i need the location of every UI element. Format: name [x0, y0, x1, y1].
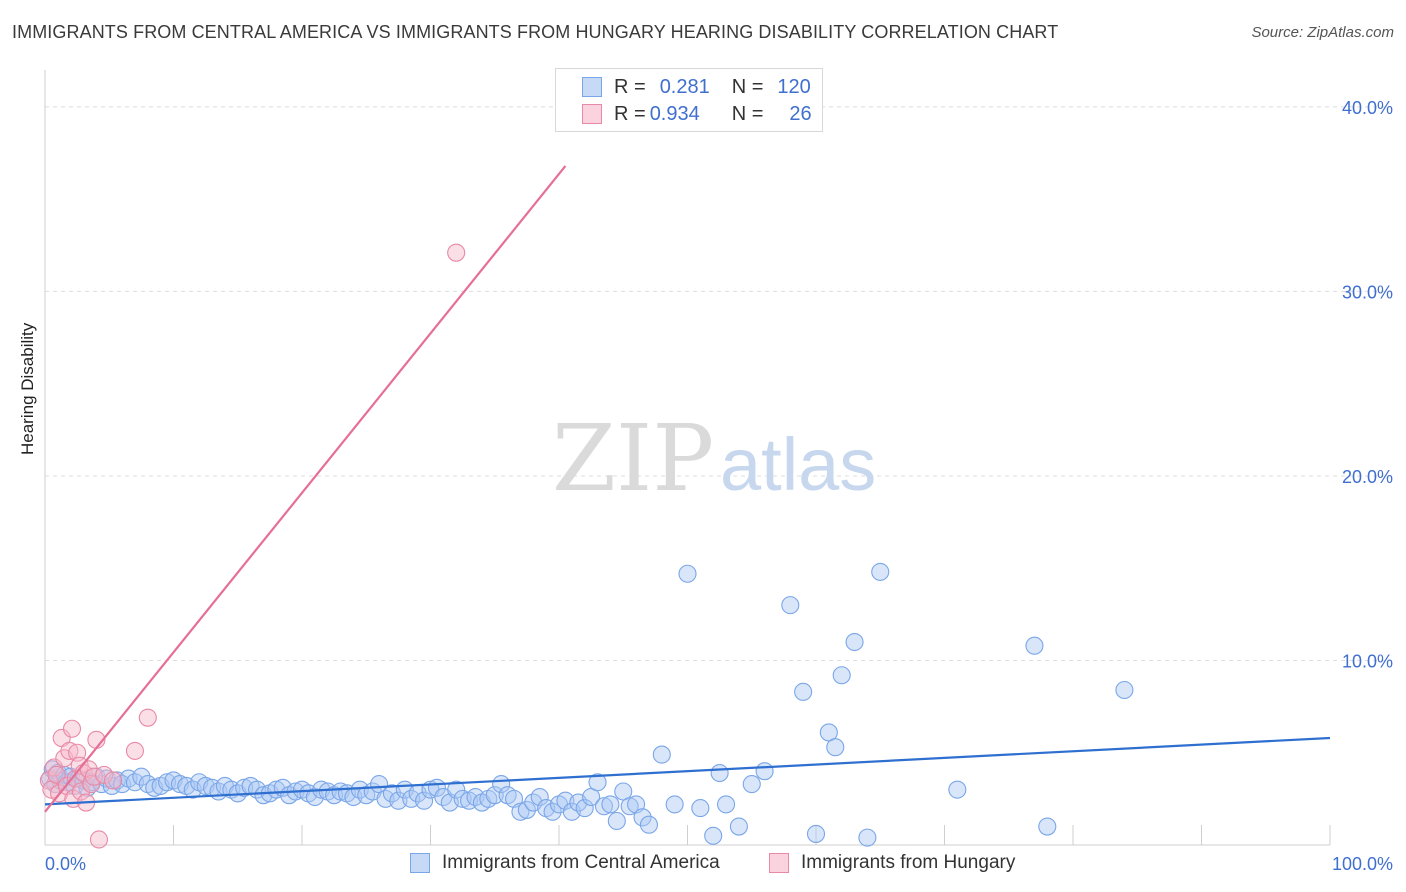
point-central-america [832, 666, 851, 685]
chart-title: IMMIGRANTS FROM CENTRAL AMERICA VS IMMIG… [12, 22, 1059, 42]
point-hungary [447, 243, 466, 262]
point-central-america [601, 795, 620, 814]
legend-label: Immigrants from Hungary [801, 852, 1016, 873]
stats-row-central-america: R = 0.281 N = 120 [582, 75, 811, 99]
watermark: ZIP atlas [552, 405, 876, 512]
point-hungary [82, 775, 101, 794]
point-central-america [710, 763, 729, 783]
point-central-america [530, 787, 549, 807]
point-central-america [806, 824, 826, 843]
point-central-america [691, 799, 710, 818]
point-central-america [588, 773, 607, 792]
stats-legend: R = 0.281 N = 120 R = 0.934 N = 26 [555, 68, 823, 132]
source-credit: Source: ZipAtlas.com [1251, 24, 1394, 41]
legend-item-central-america: Immigrants from Central America [410, 852, 720, 874]
point-central-america [517, 800, 536, 819]
point-central-america [729, 817, 748, 836]
y-tick-label: 30.0% [1342, 282, 1393, 302]
watermark-zip: ZIP [552, 405, 714, 512]
legend-swatch-pink [769, 853, 789, 873]
point-central-america [620, 797, 639, 816]
trend-line-hungary [44, 165, 567, 813]
point-central-america [1038, 817, 1057, 836]
y-tick-label: 20.0% [1342, 467, 1393, 487]
point-hungary [125, 741, 144, 760]
data-points [39, 243, 1134, 849]
point-central-america [858, 828, 877, 847]
legend-swatch-blue [410, 853, 430, 873]
axes [44, 70, 1331, 846]
point-central-america [794, 682, 813, 701]
point-central-america [652, 745, 671, 764]
point-central-america [845, 632, 864, 652]
point-central-america [781, 596, 800, 615]
legend-swatch-pink [582, 104, 602, 124]
point-central-america [633, 808, 652, 827]
point-hungary [62, 719, 82, 738]
r-value: 0.281 [659, 75, 710, 98]
point-hungary [95, 765, 114, 784]
point-central-america [948, 780, 967, 799]
point-central-america [607, 811, 626, 831]
point-central-america [704, 826, 723, 845]
point-central-america [132, 767, 151, 786]
n-label: N = [731, 102, 764, 125]
point-hungary [89, 830, 109, 849]
y-tick-label: 10.0% [1342, 651, 1393, 671]
point-central-america [755, 762, 774, 781]
point-hungary [47, 765, 66, 784]
point-central-america [716, 795, 736, 814]
point-hungary [138, 708, 157, 727]
grid-lines [45, 106, 1392, 661]
trend-lines [44, 165, 1331, 813]
x-tick-label: 0.0% [45, 854, 86, 874]
point-central-america [594, 797, 614, 816]
point-hungary [104, 771, 123, 790]
point-central-america [415, 791, 434, 810]
legend-item-hungary: Immigrants from Hungary [769, 852, 1015, 874]
r-value: 0.934 [649, 102, 700, 125]
point-central-america [543, 802, 562, 821]
r-label: R = [614, 102, 646, 125]
point-central-america [1025, 636, 1044, 655]
point-central-america [447, 780, 466, 799]
point-hungary [44, 758, 64, 777]
point-central-america [665, 795, 684, 814]
legend-swatch-blue [582, 77, 602, 97]
point-central-america [1115, 680, 1134, 700]
tick-labels: 10.0% 20.0% 30.0% 40.0% 0.0% 100.0% [45, 98, 1393, 874]
watermark-atlas: atlas [720, 423, 876, 506]
point-central-america [575, 799, 594, 818]
n-value: 26 [789, 102, 812, 125]
point-central-america [511, 802, 530, 821]
point-hungary [71, 782, 91, 801]
trend-line-central-america [44, 736, 1331, 806]
n-value: 120 [777, 75, 811, 98]
point-central-america [678, 564, 697, 583]
point-central-america [826, 738, 845, 757]
legend-label: Immigrants from Central America [442, 852, 720, 873]
point-central-america [485, 786, 504, 805]
stats-row-hungary: R = 0.934 N = 26 [582, 102, 812, 126]
r-label: R = [614, 75, 646, 98]
x-tick-label: 100.0% [1332, 854, 1393, 874]
point-central-america [742, 775, 761, 794]
point-central-america [871, 562, 890, 581]
point-hungary [60, 741, 79, 760]
y-tick-label: 40.0% [1342, 98, 1393, 118]
point-central-america [639, 815, 659, 834]
n-label: N = [731, 75, 764, 98]
